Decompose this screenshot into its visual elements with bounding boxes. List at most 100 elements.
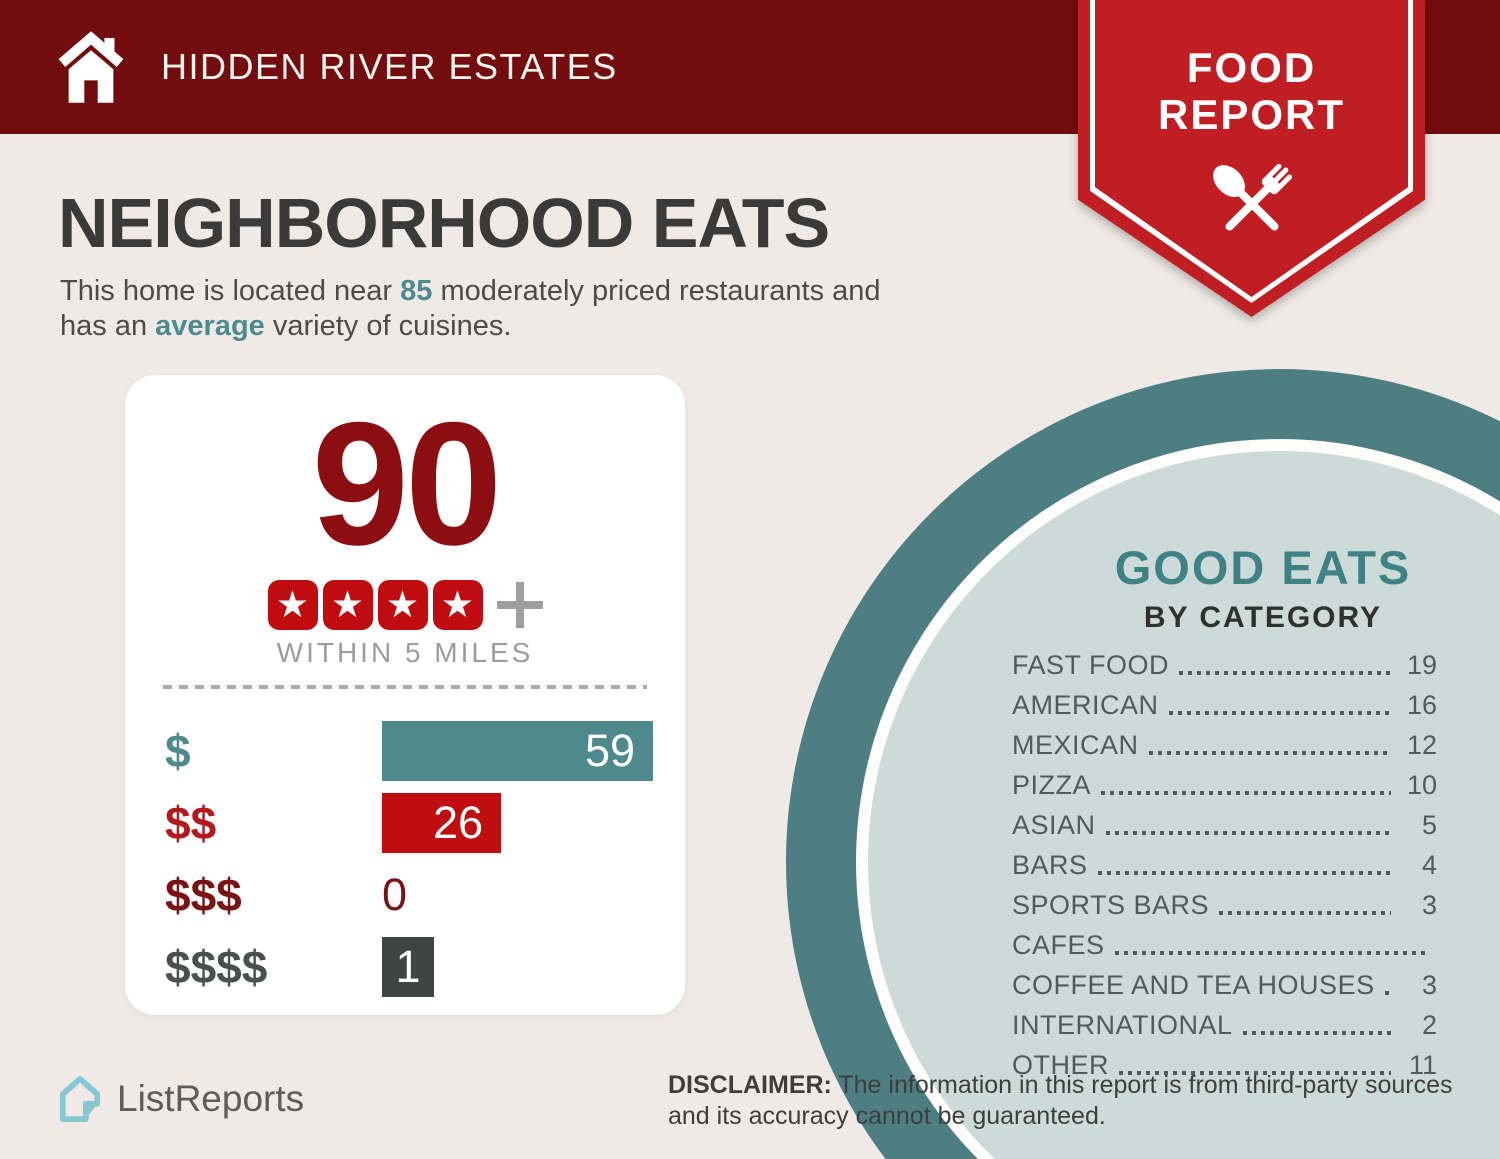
category-row: PIZZA 10 xyxy=(1012,765,1437,805)
star-icon: ★ xyxy=(267,580,318,630)
category-row: BARS 4 xyxy=(1012,845,1437,885)
category-list: FAST FOOD 19 AMERICAN 16 MEXICAN 12 PIZZA 10 ASI… xyxy=(1012,645,1437,1085)
star-icon: ★ xyxy=(377,580,428,630)
star-glyph: ★ xyxy=(275,584,310,625)
price-bar: 1 xyxy=(382,937,434,997)
dotted-leader xyxy=(1384,991,1391,995)
listreports-logo: ListReports xyxy=(57,1075,304,1123)
good-eats-heading: GOOD EATS BY CATEGORY xyxy=(1048,540,1478,635)
good-eats-subtitle: BY CATEGORY xyxy=(1143,601,1383,634)
variety-highlight: average xyxy=(155,310,265,342)
category-label: INTERNATIONAL xyxy=(1012,1010,1233,1040)
category-label: CAFES xyxy=(1012,930,1105,960)
star-glyph: ★ xyxy=(330,584,365,625)
radius-label: WITHIN 5 MILES xyxy=(276,637,534,668)
price-level-label: $$ xyxy=(165,797,217,849)
category-value: 16 xyxy=(1406,690,1437,720)
star-icon: ★ xyxy=(322,580,373,630)
price-bar-chart: $59 $$ 26 $$$ 0 $$$$ 1 xyxy=(165,721,655,1009)
price-row: $$ 26 xyxy=(165,793,655,853)
price-bar-value: 0 xyxy=(382,869,408,920)
dotted-leader xyxy=(1219,911,1391,915)
category-label: BARS xyxy=(1012,850,1088,880)
category-row: FAST FOOD 19 xyxy=(1012,645,1437,685)
star-glyph: ★ xyxy=(385,584,420,625)
category-value: 3 xyxy=(1421,970,1437,1000)
category-row: INTERNATIONAL 2 xyxy=(1012,1005,1437,1045)
category-value: 10 xyxy=(1406,770,1437,800)
price-bar-value: 26 xyxy=(432,797,483,848)
category-value: 11 xyxy=(1408,1050,1437,1080)
category-row: AMERICAN 16 xyxy=(1012,685,1437,725)
category-row: CAFES xyxy=(1012,925,1437,965)
category-label: MEXICAN xyxy=(1012,730,1139,760)
property-name: HIDDEN RIVER ESTATES xyxy=(161,46,618,87)
dotted-leader xyxy=(1101,791,1391,795)
food-report-badge: FOOD REPORT xyxy=(1078,0,1425,317)
category-row: COFFEE AND TEA HOUSES 3 xyxy=(1012,965,1437,1005)
dotted-leader xyxy=(1114,951,1429,955)
price-level-label: $ xyxy=(165,725,191,777)
category-label: ASIAN xyxy=(1012,810,1096,840)
category-label: FAST FOOD xyxy=(1012,650,1170,680)
page-title: NEIGHBORHOOD EATS xyxy=(58,184,830,262)
dotted-leader xyxy=(1242,1031,1391,1035)
price-bar-value: 59 xyxy=(584,725,635,776)
subtitle-text: moderately priced restaurants and xyxy=(432,275,881,307)
category-value: 12 xyxy=(1406,730,1437,760)
good-eats-title: GOOD EATS xyxy=(1114,541,1412,594)
dashed-divider xyxy=(163,685,647,689)
disclaimer: DISCLAIMER: The information in this repo… xyxy=(668,1070,1468,1132)
category-value: 5 xyxy=(1421,810,1437,840)
star-icons: ★ ★ ★ ★ xyxy=(267,580,483,630)
category-row: ASIAN 5 xyxy=(1012,805,1437,845)
listreports-logo-icon xyxy=(59,1076,101,1122)
subtitle-text: This home is located near xyxy=(60,275,401,307)
plus-icon xyxy=(496,582,543,628)
category-label: AMERICAN xyxy=(1012,690,1159,720)
home-icon xyxy=(58,31,124,103)
disclaimer-label: DISCLAIMER: xyxy=(668,1071,832,1099)
category-label: PIZZA xyxy=(1012,770,1092,800)
restaurant-score: 90 xyxy=(311,387,503,582)
category-label: SPORTS BARS xyxy=(1012,890,1210,920)
subtitle-text: variety of cuisines. xyxy=(264,310,512,342)
price-row: $59 xyxy=(165,721,655,781)
price-level-label: $$$ xyxy=(165,869,242,921)
dotted-leader xyxy=(1119,1071,1391,1075)
category-value: 4 xyxy=(1421,850,1437,880)
price-bar: 26 xyxy=(382,793,501,853)
category-value: 19 xyxy=(1406,650,1437,680)
subtitle-text: has an xyxy=(60,310,156,342)
price-row: $$$ 0 xyxy=(165,865,655,925)
dotted-leader xyxy=(1168,711,1391,715)
dotted-leader xyxy=(1148,751,1391,755)
star-icon: ★ xyxy=(432,580,483,630)
category-row: MEXICAN 12 xyxy=(1012,725,1437,765)
listreports-logo-text: ListReports xyxy=(117,1078,305,1119)
restaurant-count: 85 xyxy=(400,275,433,307)
star-rating: ★ ★ ★ ★ xyxy=(125,578,685,632)
score-card: 90 ★ ★ ★ ★ WITHIN 5 MILES $59 $$ 26 $$$ 0 $$$$ 1 xyxy=(125,375,685,1015)
disclaimer-text: The information in this report is from t… xyxy=(668,1071,1453,1130)
price-level-label: $$$$ xyxy=(165,941,268,993)
badge-title-line2: REPORT xyxy=(1157,91,1345,138)
dotted-leader xyxy=(1179,671,1391,675)
star-glyph: ★ xyxy=(440,584,475,625)
spoon-fork-icon xyxy=(1212,163,1292,231)
category-label: OTHER xyxy=(1012,1050,1109,1080)
category-row: OTHER 11 xyxy=(1012,1045,1437,1085)
price-bar: 59 xyxy=(382,721,653,781)
badge-title-line1: FOOD xyxy=(1186,44,1317,91)
dotted-leader xyxy=(1105,831,1391,835)
price-row: $$$$ 1 xyxy=(165,937,655,997)
category-value: 3 xyxy=(1421,890,1437,920)
category-row: SPORTS BARS 3 xyxy=(1012,885,1437,925)
subtitle: This home is located near 85 moderately … xyxy=(60,274,881,344)
category-value: 2 xyxy=(1421,1010,1437,1040)
price-bar-value: 1 xyxy=(395,941,421,992)
badge-content: FOOD REPORT xyxy=(1078,0,1425,265)
dotted-leader xyxy=(1097,871,1391,875)
category-label: COFFEE AND TEA HOUSES xyxy=(1012,970,1375,1000)
